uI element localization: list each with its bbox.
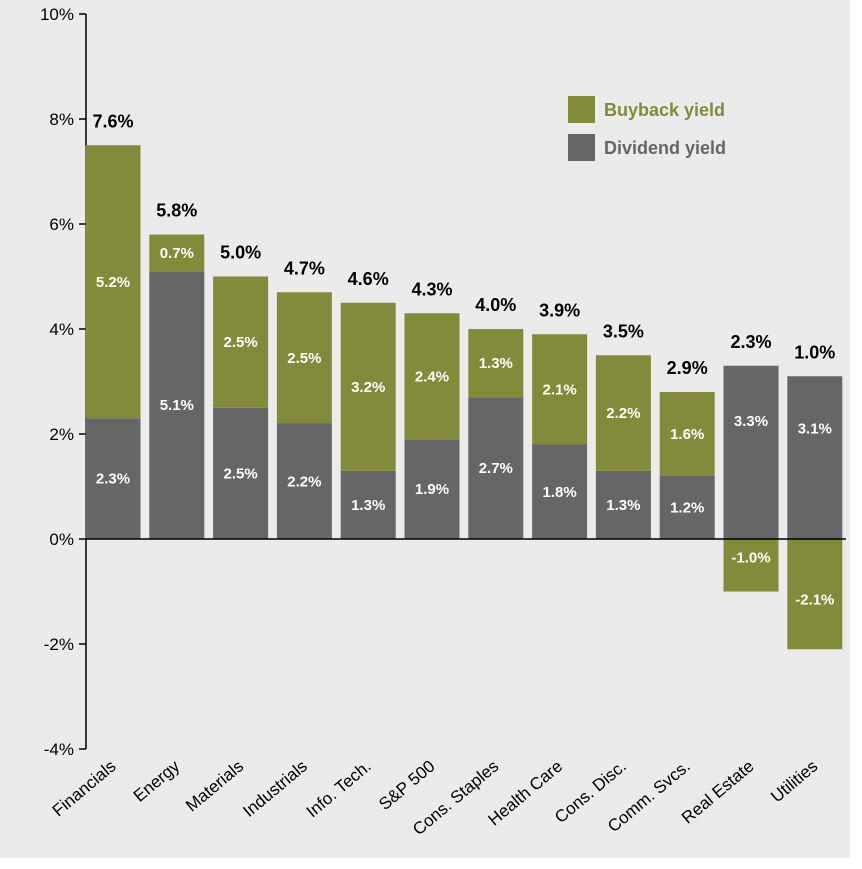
bar-buyback-yield [468,329,524,398]
bar-dividend-yield [213,407,269,539]
bar-buyback-yield [404,313,460,440]
y-tick-label: 8% [49,110,74,129]
legend-swatch [568,134,595,161]
bar-buyback-yield [340,302,396,471]
data-label-dividend: 2.7% [479,460,513,477]
bar-dividend-yield [723,365,779,539]
segment-labels-group: 2.3% 5.2% 5.1% 0.7% 2.5% 2.5% 2.2% 2.5% 1.3% 3.2%… [96,245,834,609]
data-label-buyback: 1.3% [479,355,513,372]
y-tick-label: -4% [44,740,74,759]
data-label-dividend: 2.2% [287,473,321,490]
bar-dividend-yield [276,423,332,539]
bar-dividend-yield [532,444,588,539]
y-tick-label: 2% [49,425,74,444]
legend-label: Dividend yield [604,138,726,158]
bar-dividend-yield [85,418,141,539]
bar-buyback-yield [595,355,651,471]
x-category-label: Utilities [767,757,821,807]
legend: Buyback yield Dividend yield [568,96,726,161]
bar-buyback-yield [659,392,715,476]
data-label-dividend: 5.1% [160,397,194,414]
data-label-buyback: 2.4% [415,368,449,385]
data-label-dividend: 2.5% [223,465,257,482]
data-label-dividend: 3.3% [734,413,768,430]
bar-dividend-yield [468,397,524,539]
data-label-dividend: 1.8% [542,484,576,501]
x-category-label: Industrials [239,757,311,821]
data-label-dividend: 3.1% [798,420,832,437]
y-axis: -4% -2% 0% 2% 4% 6% 8% 10% [40,5,87,759]
data-label-dividend: 1.3% [606,497,640,514]
data-label-buyback: 2.5% [223,334,257,351]
total-labels-group: 7.6% 5.8% 5.0% 4.7% 4.6% 4.3% 4.0% 3.9% 3.5% 2.9%… [92,111,835,378]
bar-buyback-yield [532,334,588,445]
total-yield-label: 1.0% [794,342,835,362]
total-yield-label: 4.0% [475,295,516,315]
data-label-buyback: 5.2% [96,274,130,291]
data-label-dividend: 2.3% [96,471,130,488]
x-category-label: Energy [130,756,184,805]
bar-buyback-yield [149,234,205,272]
total-yield-label: 5.8% [156,201,197,221]
bar-dividend-yield [404,439,460,539]
legend-label: Buyback yield [604,100,725,120]
x-category-label: Materials [182,757,247,816]
bar-dividend-yield [787,376,843,539]
data-label-dividend: 1.3% [351,497,385,514]
x-category-label: S&P 500 [375,757,438,814]
data-label-dividend: 1.9% [415,481,449,498]
legend-swatch [568,96,595,123]
bars-group [85,145,843,650]
bar-buyback-yield [723,539,779,592]
total-yield-label: 5.0% [220,243,261,263]
total-yield-label: 4.7% [284,258,325,278]
data-label-buyback: -1.0% [731,549,770,566]
y-tick-label: 10% [40,5,74,24]
y-tick-label: 4% [49,320,74,339]
total-yield-label: 2.3% [730,332,771,352]
bar-dividend-yield [340,470,396,539]
data-label-buyback: 2.2% [606,405,640,422]
total-yield-label: 3.5% [603,321,644,341]
data-label-buyback: 1.6% [670,426,704,443]
data-label-buyback: 3.2% [351,379,385,396]
bar-dividend-yield [595,470,651,539]
total-yield-label: 2.9% [667,358,708,378]
data-label-buyback: 0.7% [160,245,194,262]
total-yield-label: 7.6% [92,111,133,131]
data-label-buyback: 2.1% [542,381,576,398]
data-label-dividend: 1.2% [670,500,704,517]
bar-buyback-yield [787,539,843,650]
y-tick-label: -2% [44,635,74,654]
bar-buyback-yield [85,145,141,419]
data-label-buyback: 2.5% [287,350,321,367]
bar-buyback-yield [276,292,332,424]
x-category-label: Financials [49,757,120,821]
total-yield-label: 3.9% [539,300,580,320]
y-tick-label: 6% [49,215,74,234]
y-tick-label: 0% [49,530,74,549]
total-yield-label: 4.6% [348,269,389,289]
data-label-buyback: -2.1% [795,591,834,608]
bar-dividend-yield [149,271,205,539]
bar-buyback-yield [213,276,269,408]
bar-dividend-yield [659,476,715,539]
x-category-label: Info. Tech. [303,757,375,822]
total-yield-label: 4.3% [411,279,452,299]
